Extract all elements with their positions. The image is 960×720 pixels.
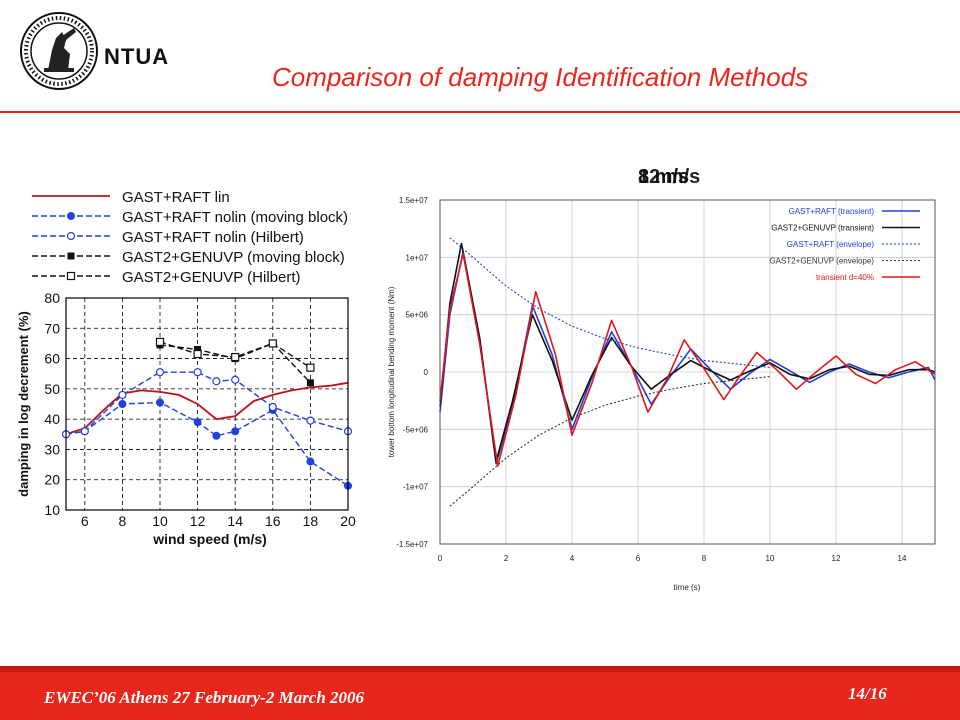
brand-label: NTUA bbox=[104, 44, 170, 69]
series-line-2 bbox=[439, 242, 936, 463]
y-tick-label: 1.5e+07 bbox=[399, 196, 429, 205]
series-group bbox=[61, 337, 353, 490]
x-tick-label: 6 bbox=[81, 513, 89, 529]
series-group bbox=[439, 237, 936, 507]
x-axis-label: wind speed (m/s) bbox=[152, 531, 267, 547]
wind-speed-label-12: 12 m/s bbox=[638, 166, 701, 188]
series-5-point bbox=[268, 339, 277, 348]
x-tick-label: 20 bbox=[340, 513, 356, 529]
legend-label-2: GAST+RAFT nolin (moving block) bbox=[122, 209, 348, 226]
axes: 6 8 10 12 14 16 18 20 10 20 30 40 50 60 70 80 bbox=[44, 290, 356, 529]
legend-label-3: GAST+RAFT nolin (Hilbert) bbox=[122, 229, 304, 246]
series-2-point bbox=[306, 457, 315, 466]
series-5-point bbox=[155, 337, 165, 347]
y-tick-label: 0 bbox=[424, 368, 429, 377]
series-line-3 bbox=[65, 371, 349, 435]
y-tick-label: 10 bbox=[44, 502, 60, 518]
legend-label-2: GAST2+GENUVP (transient) bbox=[771, 224, 874, 233]
page-number: 14/16 bbox=[848, 684, 887, 703]
series-line-1 bbox=[439, 250, 936, 465]
legend-marker-3 bbox=[66, 231, 76, 241]
legend-label-1: GAST+RAFT (transient) bbox=[789, 207, 875, 216]
x-tick-label: 6 bbox=[636, 554, 641, 563]
y-axis-label: damping in log decrement (%) bbox=[16, 311, 31, 497]
series-5-point bbox=[193, 349, 202, 359]
series-3-point bbox=[306, 416, 315, 425]
legend-label-3: GAST+RAFT (envelope) bbox=[787, 240, 875, 249]
legend: GAST+RAFT lin GAST+RAFT nolin (moving blo… bbox=[32, 189, 348, 286]
legend-label-4: GAST2+GENUVP (moving block) bbox=[122, 249, 345, 266]
wind-speed-label-stack: 12 m/s 8 m/s bbox=[638, 166, 718, 190]
y-tick-label: 60 bbox=[44, 351, 60, 367]
legend: GAST+RAFT (transient) GAST2+GENUVP (trans… bbox=[769, 207, 920, 282]
series-3-point bbox=[118, 390, 127, 400]
x-tick-label: 2 bbox=[504, 554, 509, 563]
grid bbox=[66, 297, 349, 511]
plot-frame bbox=[65, 297, 349, 511]
series-line-5 bbox=[439, 253, 936, 467]
legend-label-1: GAST+RAFT lin bbox=[122, 189, 230, 206]
legend-marker-2 bbox=[67, 212, 75, 220]
y-tick-label: 30 bbox=[44, 441, 60, 457]
y-tick-label: 1e+07 bbox=[406, 253, 429, 262]
series-3-point bbox=[268, 402, 277, 412]
damping-vs-wind-speed-chart: GAST+RAFT lin GAST+RAFT nolin (moving blo… bbox=[16, 189, 356, 547]
x-tick-label: 8 bbox=[119, 513, 127, 529]
x-tick-label: 14 bbox=[227, 513, 243, 529]
x-tick-label: 10 bbox=[766, 554, 775, 563]
x-tick-label: 0 bbox=[438, 554, 443, 563]
series-4-point bbox=[306, 379, 314, 387]
series-2-point bbox=[193, 418, 202, 427]
x-tick-label: 14 bbox=[898, 554, 907, 563]
series-2-point bbox=[118, 400, 127, 408]
series-2-point bbox=[212, 431, 221, 440]
y-tick-label: 40 bbox=[44, 411, 60, 427]
y-tick-label: 5e+06 bbox=[406, 311, 429, 320]
series-3-point bbox=[231, 375, 240, 384]
legend-label-5: GAST2+GENUVP (Hilbert) bbox=[122, 269, 301, 286]
x-tick-label: 4 bbox=[570, 554, 575, 563]
x-tick-label: 12 bbox=[190, 513, 206, 529]
series-2-point bbox=[156, 398, 164, 407]
y-tick-label: -5e+06 bbox=[403, 425, 429, 434]
x-tick-label: 12 bbox=[832, 554, 841, 563]
wind-speed-label-8: 8 m/s bbox=[638, 166, 690, 188]
series-5-point bbox=[231, 352, 240, 362]
plot-frame bbox=[439, 199, 936, 545]
series-line-1 bbox=[65, 381, 349, 436]
x-tick-label: 18 bbox=[303, 513, 319, 529]
y-axis-label: tower bottom longitudinal bending moment… bbox=[387, 286, 396, 457]
series-3-point bbox=[155, 368, 165, 377]
footer-top-stripe bbox=[0, 666, 960, 672]
grid bbox=[439, 199, 935, 545]
y-tick-label: 20 bbox=[44, 472, 60, 488]
legend-label-4: GAST2+GENUVP (envelope) bbox=[769, 257, 874, 266]
x-tick-label: 10 bbox=[152, 513, 168, 529]
series-4-point bbox=[194, 345, 202, 353]
x-axis-label: time (s) bbox=[674, 583, 701, 592]
title-divider bbox=[0, 111, 960, 113]
series-2-point bbox=[231, 427, 240, 436]
y-tick-label: 50 bbox=[44, 381, 60, 397]
y-tick-label: 70 bbox=[44, 320, 60, 336]
x-tick-label: 16 bbox=[265, 513, 281, 529]
footer-bar bbox=[0, 666, 960, 720]
y-tick-label: 80 bbox=[44, 290, 60, 306]
series-3-point bbox=[80, 427, 89, 436]
ntua-seal-logo bbox=[20, 12, 98, 90]
legend-label-5: transient d=40% bbox=[816, 273, 874, 282]
legend-marker-4 bbox=[67, 252, 75, 260]
series-3-point bbox=[212, 377, 221, 386]
bending-moment-time-chart: 0 2 4 6 8 10 12 14 -1.5e+07 -1e+07 -5e+06 0 5e+06 1e+… bbox=[387, 196, 936, 592]
series-5-point bbox=[306, 363, 315, 372]
series-line-2 bbox=[65, 401, 349, 487]
footer-conference-label: EWEC’06 Athens 27 February-2 March 2006 bbox=[44, 688, 365, 707]
x-tick-label: 8 bbox=[702, 554, 707, 563]
y-tick-label: -1e+07 bbox=[403, 483, 429, 492]
slide-title: Comparison of damping Identification Met… bbox=[272, 62, 809, 92]
axes: 0 2 4 6 8 10 12 14 -1.5e+07 -1e+07 -5e+06 0 5e+06 1e+… bbox=[396, 196, 936, 563]
legend-marker-5 bbox=[66, 271, 76, 281]
y-tick-label: -1.5e+07 bbox=[396, 540, 428, 549]
series-3-point bbox=[193, 368, 202, 377]
